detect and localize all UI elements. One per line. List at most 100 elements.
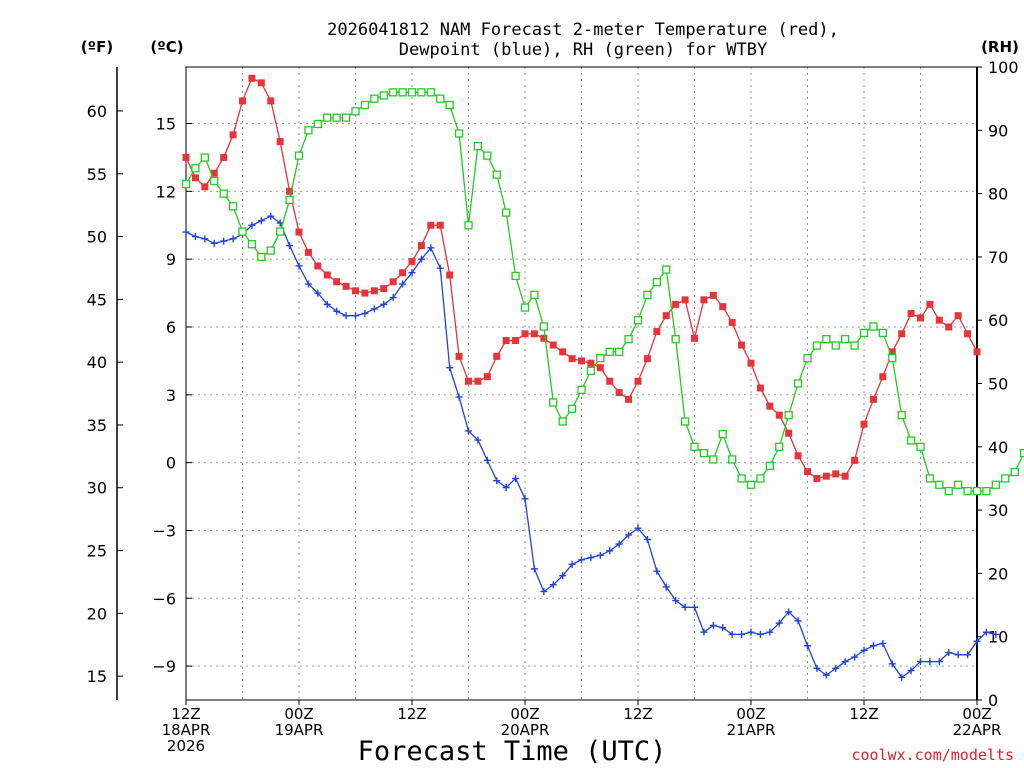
rh-point (464, 221, 473, 230)
temperature-point (342, 282, 350, 290)
rh-point (812, 341, 822, 350)
fahrenheit-tick-label: 20 (87, 604, 107, 623)
dewpoint-point (427, 244, 435, 252)
rh-point (445, 100, 454, 110)
rh-point (737, 474, 746, 483)
x-tick-label: 12Z (171, 705, 200, 723)
rh-tick-label: 40 (988, 438, 1008, 457)
dewpoint-point (559, 572, 567, 580)
temperature-point (719, 303, 727, 311)
temperature-point (841, 472, 849, 480)
dewpoint-point (530, 565, 538, 573)
rh-point (690, 442, 699, 451)
rh-point (944, 486, 953, 496)
fahrenheit-tick-label: 30 (87, 479, 107, 498)
temperature-point (738, 341, 746, 349)
temperature-point (399, 269, 407, 277)
temperature-point (304, 248, 312, 256)
temperature-point (314, 262, 322, 270)
dewpoint-point (728, 630, 736, 638)
dewpoint-point (860, 646, 868, 654)
rh-point (1019, 448, 1024, 458)
rh-point (304, 126, 313, 135)
temperature-point (483, 373, 491, 381)
rh-point (200, 153, 209, 162)
dewpoint-point (323, 300, 331, 308)
rh-point (831, 341, 840, 350)
temperature-point (540, 334, 548, 342)
temperature-point (954, 312, 962, 320)
rh-point (341, 113, 351, 122)
rh-point (633, 316, 643, 325)
temperature-point (380, 285, 388, 293)
temperature-point (832, 470, 840, 478)
rh-point (454, 129, 464, 138)
temperature-point (860, 420, 868, 428)
rh-point (662, 265, 671, 274)
dewpoint-point (879, 639, 887, 647)
dewpoint-point (493, 477, 501, 485)
temperature-point (813, 474, 821, 482)
rh-tick-label: 70 (988, 248, 1008, 267)
rh-point (643, 290, 652, 300)
rh-point (680, 417, 690, 426)
rh-point (935, 480, 944, 489)
rh-point (765, 461, 774, 470)
temperature-point (756, 384, 764, 392)
rh-point (313, 119, 322, 129)
rh-point (577, 385, 586, 394)
dewpoint-point (521, 495, 529, 503)
rh-point (963, 486, 972, 496)
temperature-point (389, 278, 397, 286)
rh-point (407, 88, 417, 97)
rh-point (1001, 474, 1010, 483)
credit-label: coolwx.com/modelts (851, 746, 1014, 764)
rh-point (652, 278, 661, 287)
temperature-point (568, 355, 576, 363)
temperature-point (596, 364, 604, 372)
temperature-point (521, 330, 529, 338)
dewpoint-point (502, 483, 510, 491)
rh-point (181, 179, 191, 189)
rh-tick-label: 10 (988, 628, 1008, 647)
rh-point (906, 436, 916, 445)
x-tick-label: 12Z (849, 705, 878, 723)
rh-point (784, 410, 793, 420)
celsius-tick-label: 15 (156, 115, 176, 134)
fahrenheit-tick-label: 35 (87, 416, 107, 435)
dewpoint-point (851, 653, 859, 661)
rh-point (954, 480, 963, 489)
temperature-point (427, 221, 435, 229)
rh-point (511, 271, 520, 281)
temperature-point (239, 97, 246, 105)
rh-point (982, 486, 991, 496)
dewpoint-point (182, 228, 190, 236)
dewpoint-point (615, 540, 623, 548)
dewpoint-point (898, 673, 906, 681)
dewpoint-point (606, 547, 614, 555)
x-tick-label: 12Z (397, 705, 426, 723)
rh-point (389, 88, 398, 97)
x-axis-label: Forecast Time (UTC) (358, 736, 667, 767)
rh-point (228, 202, 238, 211)
dewpoint-point (794, 617, 802, 625)
rh-point (398, 88, 407, 97)
x-tick-label: 12Z (623, 705, 652, 723)
rh-point (530, 290, 539, 300)
temperature-point (559, 348, 567, 356)
dewpoint-point (775, 619, 783, 627)
temperature-point (465, 377, 472, 385)
temperature-point (691, 334, 698, 342)
temperature-point (182, 153, 190, 161)
celsius-tick-label: 3 (166, 386, 176, 405)
temperature-point (681, 296, 689, 304)
dewpoint-point (220, 237, 228, 245)
dewpoint-point (483, 456, 491, 464)
dewpoint-point (295, 262, 303, 270)
dewpoint-point (361, 309, 369, 317)
temperature-point (775, 411, 783, 419)
x-tick-label: 00Z (736, 705, 765, 723)
fahrenheit-tick-label: 50 (87, 228, 107, 247)
rh-point (972, 486, 982, 496)
